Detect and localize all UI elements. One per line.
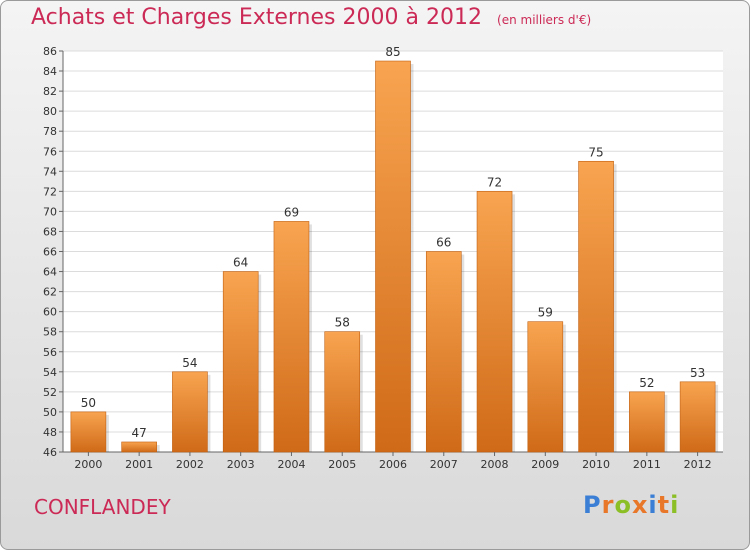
y-tick-label: 60	[43, 306, 57, 319]
bar	[324, 331, 361, 453]
x-tick-label: 2011	[633, 458, 661, 471]
x-tick-label: 2008	[481, 458, 509, 471]
logo-letter: x	[631, 491, 649, 519]
bar-value-label: 85	[385, 45, 400, 59]
bar-value-label: 59	[538, 306, 553, 320]
bar-value-label: 52	[639, 376, 654, 390]
x-tick-label: 2005	[328, 458, 356, 471]
bar-value-label: 72	[487, 175, 502, 189]
bar	[527, 321, 564, 453]
x-tick-label: 2000	[74, 458, 102, 471]
y-tick-label: 58	[43, 326, 57, 339]
bar-value-label: 54	[182, 356, 197, 370]
y-tick-label: 62	[43, 286, 57, 299]
y-tick-label: 86	[43, 45, 57, 58]
x-tick-label: 2007	[430, 458, 458, 471]
y-tick-label: 82	[43, 85, 57, 98]
chart-unit-note: (en milliers d'€)	[497, 13, 592, 27]
x-tick-label: 2006	[379, 458, 407, 471]
bar-value-label: 58	[335, 316, 350, 330]
x-tick-label: 2003	[227, 458, 255, 471]
logo-letter: P	[583, 491, 602, 519]
x-tick-label: 2012	[684, 458, 712, 471]
chart-title: Achats et Charges Externes 2000 à 2012 (…	[31, 5, 591, 30]
y-tick-label: 84	[43, 65, 57, 78]
logo-letter: i	[670, 491, 680, 519]
bar	[578, 160, 614, 453]
y-tick-label: 80	[43, 105, 57, 118]
bar	[121, 441, 157, 453]
y-tick-label: 54	[43, 366, 57, 379]
y-tick-label: 76	[43, 145, 57, 158]
y-tick-label: 72	[43, 185, 57, 198]
bar	[273, 221, 310, 453]
y-tick-label: 50	[43, 406, 57, 419]
bar	[679, 381, 716, 453]
chart-title-main: Achats et Charges Externes 2000 à 2012	[31, 5, 482, 30]
x-tick-label: 2004	[277, 458, 305, 471]
bar	[70, 411, 107, 453]
bar	[629, 391, 665, 453]
logo-letter: i	[648, 491, 658, 519]
bar	[375, 60, 411, 453]
x-tick-label: 2001	[125, 458, 153, 471]
y-tick-label: 46	[43, 446, 57, 459]
bar-value-label: 53	[690, 366, 705, 380]
logo-letter: r	[601, 491, 615, 519]
y-tick-label: 68	[43, 225, 57, 238]
y-tick-label: 48	[43, 426, 57, 439]
bar	[425, 251, 462, 453]
x-tick-label: 2002	[176, 458, 204, 471]
bar	[222, 271, 259, 453]
bar-value-label: 50	[81, 396, 96, 410]
bar	[172, 371, 208, 453]
x-tick-label: 2009	[531, 458, 559, 471]
y-tick-label: 74	[43, 165, 57, 178]
commune-name: CONFLANDEY	[34, 495, 171, 519]
bar-value-label: 64	[233, 256, 248, 270]
bar	[476, 191, 513, 453]
bar-value-label: 47	[132, 426, 147, 440]
logo-letter: t	[657, 491, 671, 519]
y-tick-label: 52	[43, 386, 57, 399]
bar-value-label: 66	[436, 236, 451, 250]
y-tick-label: 78	[43, 125, 57, 138]
y-tick-label: 56	[43, 346, 57, 359]
bar-value-label: 69	[284, 205, 299, 219]
bar-value-label: 75	[588, 145, 603, 159]
y-tick-label: 70	[43, 205, 57, 218]
proxiti-logo: Proxiti	[583, 491, 679, 519]
logo-letter: o	[614, 491, 632, 519]
y-tick-label: 64	[43, 266, 57, 279]
x-tick-label: 2010	[582, 458, 610, 471]
y-tick-label: 66	[43, 246, 57, 259]
